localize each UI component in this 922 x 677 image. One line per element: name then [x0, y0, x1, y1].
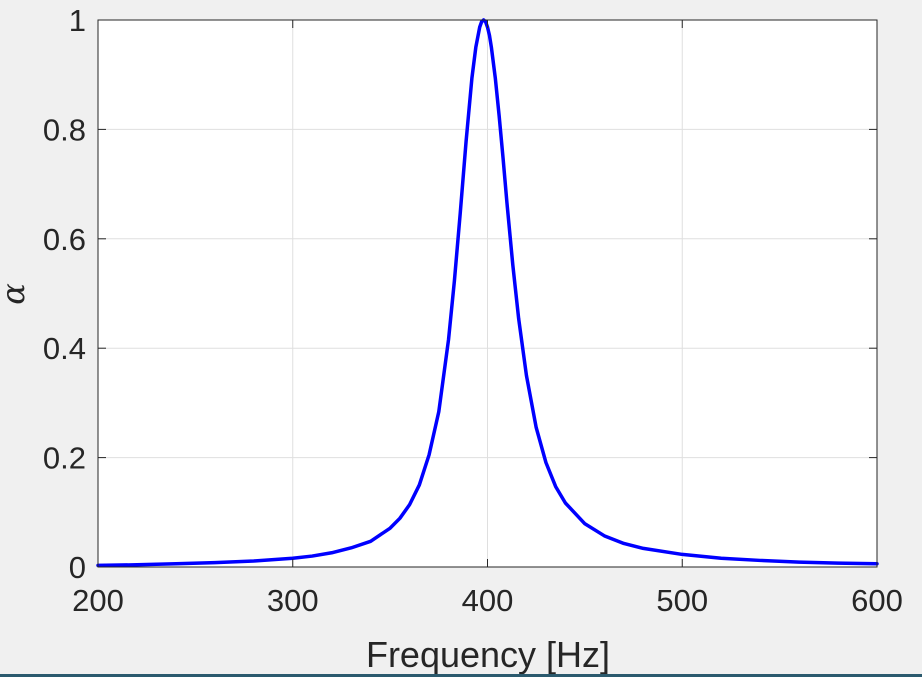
x-tick-label: 300	[267, 583, 319, 618]
x-tick-label: 400	[462, 583, 514, 618]
y-tick-label: 1	[69, 3, 86, 38]
series-group	[96, 18, 879, 568]
y-tick-label: 0.4	[43, 331, 86, 366]
window-bottom-edge	[0, 674, 922, 677]
y-tick-labels: 0 0.2 0.4 0.6 0.8 1	[43, 3, 86, 585]
y-tick-label: 0.6	[43, 222, 86, 257]
ticks	[97, 19, 878, 568]
series-line	[96, 18, 879, 568]
x-tick-label: 600	[851, 583, 903, 618]
y-tick-label: 0.8	[43, 112, 86, 147]
x-tick-labels: 200 300 400 500 600	[72, 583, 903, 618]
y-tick-label: 0	[69, 550, 86, 585]
y-axis-label: α	[0, 283, 32, 305]
grid	[98, 20, 877, 567]
x-tick-label: 500	[656, 583, 708, 618]
x-tick-label: 200	[72, 583, 124, 618]
x-axis-label: Frequency [Hz]	[366, 634, 610, 675]
y-tick-label: 0.2	[43, 441, 86, 476]
